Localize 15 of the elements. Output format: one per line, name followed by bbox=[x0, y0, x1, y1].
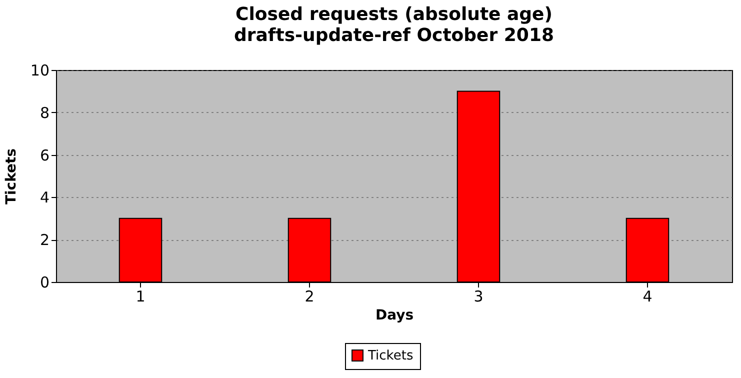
y-tick-label: 2 bbox=[40, 231, 50, 250]
legend-label: Tickets bbox=[367, 348, 414, 364]
x-tick-label: 1 bbox=[136, 288, 146, 306]
y-tick-label: 6 bbox=[40, 146, 50, 164]
y-tick-label: 0 bbox=[40, 274, 50, 292]
x-tick-label: 2 bbox=[304, 288, 314, 306]
y-tick-label: 8 bbox=[40, 104, 50, 122]
y-tick-label: 4 bbox=[40, 188, 50, 207]
y-axis-title: Tickets bbox=[3, 148, 20, 205]
chart-subtitle: drafts-update-ref October 2018 bbox=[234, 25, 554, 46]
y-tick-label: 10 bbox=[30, 62, 50, 80]
x-tick-label: 4 bbox=[642, 288, 652, 306]
x-tick-label: 3 bbox=[474, 288, 484, 306]
x-axis-title: Days bbox=[375, 308, 414, 324]
chart-title: Closed requests (absolute age) bbox=[236, 4, 552, 25]
